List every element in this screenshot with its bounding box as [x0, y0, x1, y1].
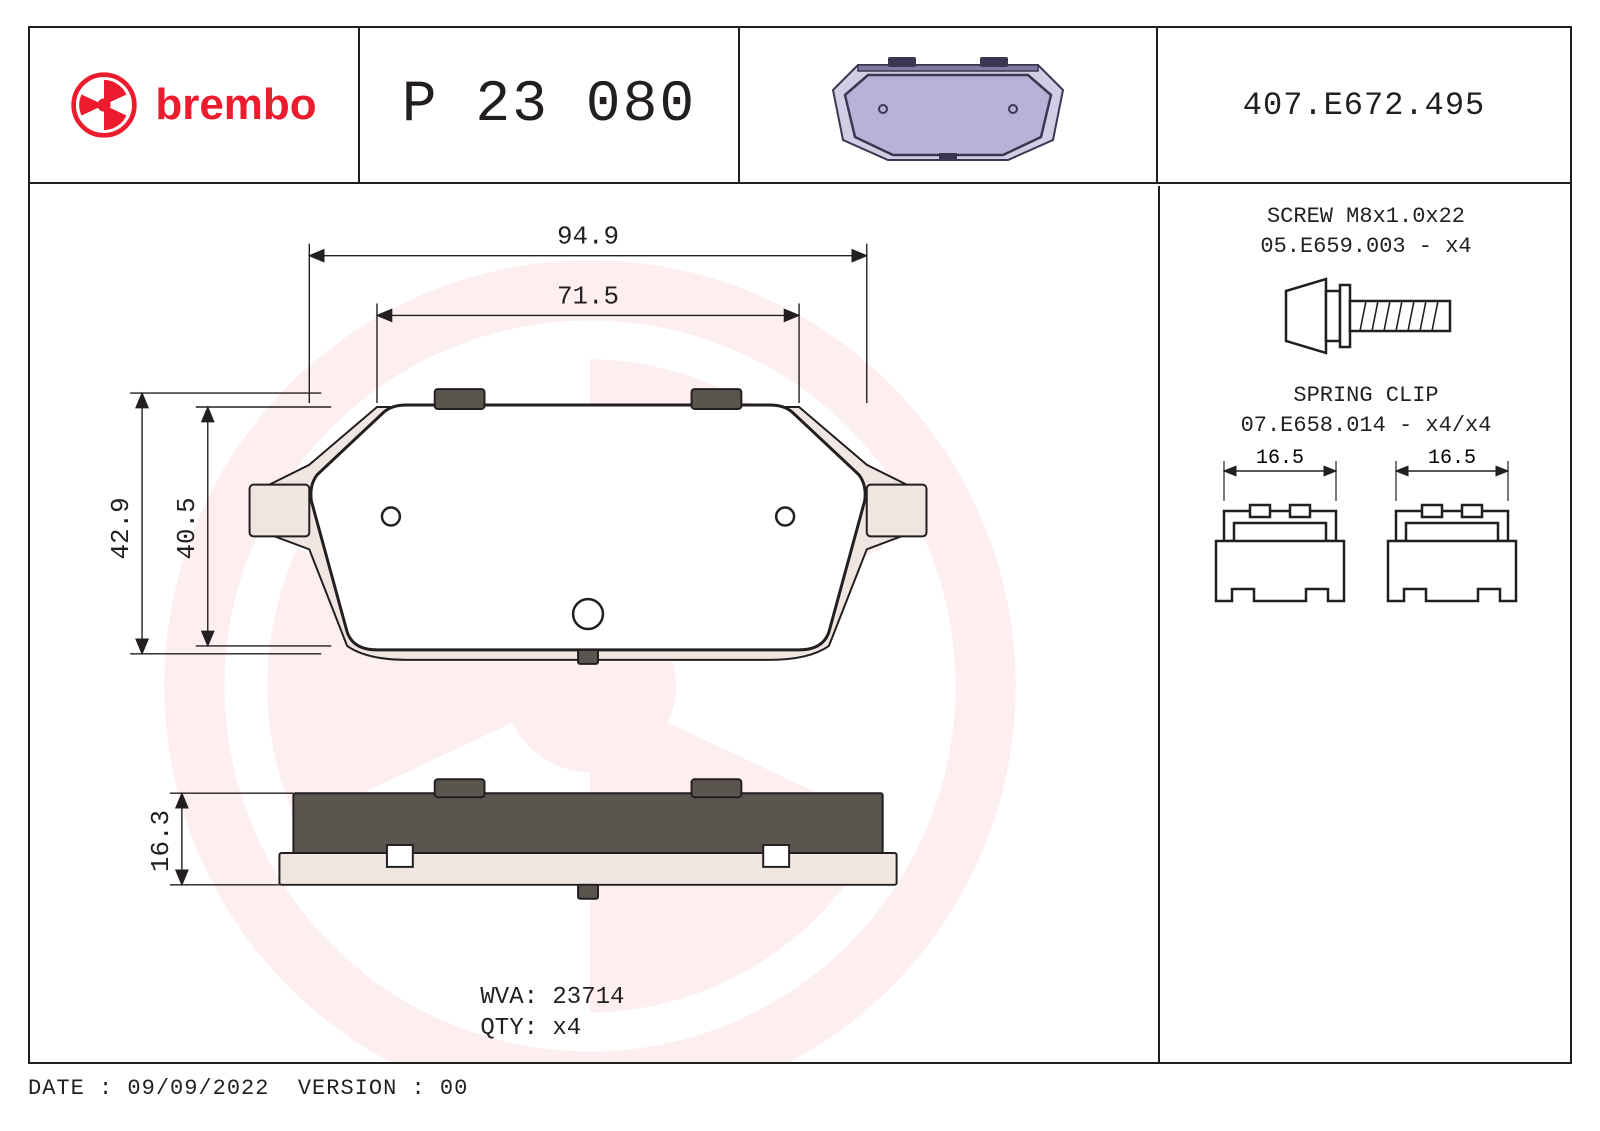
clip-dim-right: 16.5: [1428, 447, 1476, 470]
header-render-cell: [740, 28, 1158, 182]
dim-width-inner: 71.5: [377, 281, 799, 403]
dim-width-inner-value: 71.5: [557, 281, 619, 311]
brand-word: brembo: [155, 80, 316, 130]
dim-width-outer: 94.9: [309, 222, 866, 403]
accessories-panel: SCREW M8x1.0x22 05.E659.003 - x4: [1162, 186, 1570, 1062]
header-logo-cell: brembo: [30, 28, 360, 182]
part-number: P 23 080: [402, 73, 696, 138]
brembo-icon: [71, 72, 137, 138]
pad-side-view: [279, 779, 896, 898]
alt-part-number: 407.E672.495: [1243, 87, 1485, 124]
body-area: 94.9 71.5 42.9: [30, 186, 1570, 1062]
clip-title: SPRING CLIP: [1162, 381, 1570, 411]
dim-thickness: 16.3: [146, 793, 293, 885]
pad-render-icon: [813, 35, 1083, 175]
screw-icon: [1256, 261, 1476, 371]
dim-height-outer-value: 42.9: [106, 497, 136, 559]
footer-version: 00: [440, 1076, 468, 1101]
dim-thickness-value: 16.3: [146, 810, 176, 872]
wva-value: 23714: [552, 984, 624, 1011]
screw-code: 05.E659.003 - x4: [1162, 232, 1570, 262]
main-drawing-panel: 94.9 71.5 42.9: [30, 186, 1158, 1062]
page: brembo P 23 080: [0, 0, 1600, 1131]
screw-title: SCREW M8x1.0x22: [1162, 202, 1570, 232]
clip-icon: 16.5 16.5: [1176, 441, 1556, 641]
clip-dim-left: 16.5: [1256, 447, 1304, 470]
qty-value: x4: [552, 1015, 581, 1042]
dim-height-inner-value: 40.5: [172, 497, 202, 559]
footer-line: DATE : 09/09/2022 VERSION : 00: [28, 1076, 468, 1101]
header-part-cell: P 23 080: [360, 28, 740, 182]
pad-front-view: [250, 389, 927, 664]
body-vertical-separator: [1158, 186, 1160, 1062]
clip-block: SPRING CLIP 07.E658.014 - x4/x4: [1162, 381, 1570, 640]
brand-logo: brembo: [71, 72, 316, 138]
dim-width-outer-value: 94.9: [557, 222, 619, 252]
wva-qty-block: WVA: 23714 QTY: x4: [470, 982, 624, 1044]
header-alt-cell: 407.E672.495: [1158, 28, 1570, 182]
header-row: brembo P 23 080: [30, 28, 1570, 184]
drawing-frame: brembo P 23 080: [28, 26, 1572, 1064]
clip-code: 07.E658.014 - x4/x4: [1162, 411, 1570, 441]
screw-block: SCREW M8x1.0x22 05.E659.003 - x4: [1162, 202, 1570, 371]
footer-date: 09/09/2022: [127, 1076, 269, 1101]
main-drawing-svg: 94.9 71.5 42.9: [30, 186, 1158, 1062]
